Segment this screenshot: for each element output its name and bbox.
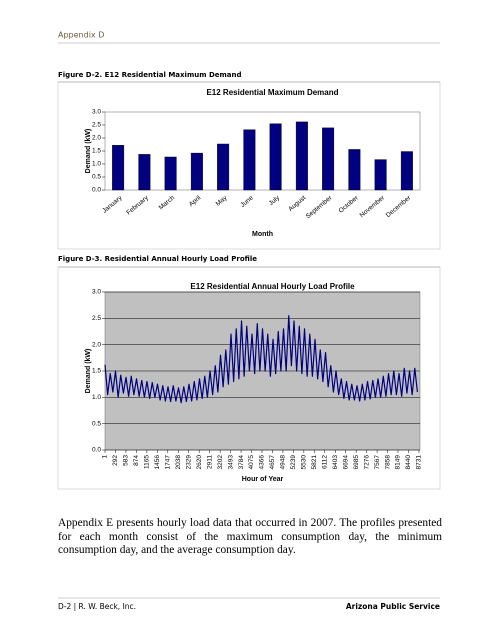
x-tick-label: 6112 <box>321 455 328 469</box>
y-tick-label: 0.0 <box>92 187 101 194</box>
y-axis-label: Demand (kW) <box>85 129 92 174</box>
x-tick-label: 3493 <box>227 455 234 470</box>
x-tick-label: 6694 <box>342 455 349 470</box>
x-tick-label: 8440 <box>405 455 412 470</box>
y-tick-label: 3.0 <box>92 289 101 296</box>
y-tick-label: 1.5 <box>92 368 101 375</box>
x-tick-label: February <box>125 194 150 217</box>
x-tick-label: 5239 <box>290 455 297 470</box>
x-tick-label: 7858 <box>384 455 391 470</box>
x-axis-label: Month <box>252 231 273 238</box>
x-tick-label: 4075 <box>248 455 255 470</box>
y-tick-label: 0.0 <box>92 447 101 454</box>
chart-title: E12 Residential Maximum Demand <box>206 88 338 97</box>
x-tick-label: October <box>338 194 361 215</box>
x-tick-label: 5530 <box>301 455 308 470</box>
x-tick-label: March <box>158 194 177 211</box>
x-tick-label: July <box>268 194 282 207</box>
x-tick-label: 5821 <box>311 455 318 470</box>
figure-caption: Figure D-2. E12 Residential Maximum Dema… <box>58 71 242 79</box>
y-tick-label: 1.0 <box>92 394 101 401</box>
bar <box>322 127 335 191</box>
x-tick-label: May <box>215 194 229 208</box>
bar <box>243 129 256 191</box>
x-tick-label: 8149 <box>395 455 402 470</box>
y-tick-label: 2.0 <box>92 135 101 142</box>
x-tick-label: 3784 <box>238 455 245 470</box>
x-tick-label: 7567 <box>374 455 381 470</box>
x-tick-label: August <box>287 194 307 212</box>
x-tick-label: 4948 <box>280 455 287 470</box>
x-tick-label: 1 <box>102 455 109 459</box>
y-tick-label: 0.5 <box>92 174 101 181</box>
bar <box>348 149 361 191</box>
data-line <box>104 315 419 404</box>
y-axis-label: Demand (kW) <box>85 349 92 394</box>
footer-left: D-2 | R. W. Beck, Inc. <box>58 602 136 611</box>
y-tick-label: 2.5 <box>92 315 101 322</box>
y-tick-label: 2.0 <box>92 341 101 348</box>
bar <box>164 156 177 191</box>
x-tick-label: 292 <box>112 455 119 466</box>
x-axis-label: Hour of Year <box>242 476 284 483</box>
y-tick-label: 0.5 <box>92 420 101 427</box>
x-tick-label: June <box>239 194 255 209</box>
x-tick-label: 1165 <box>144 455 151 469</box>
x-tick-label: April <box>188 194 203 208</box>
bar <box>374 159 387 191</box>
footer-right: Arizona Public Service <box>346 602 440 611</box>
chart-frame <box>57 81 441 250</box>
x-tick-label: November <box>359 194 387 219</box>
x-tick-label: 1456 <box>154 455 161 470</box>
x-tick-label: 6985 <box>353 455 360 470</box>
y-tick-label: 1.0 <box>92 161 101 168</box>
x-tick-label: 6403 <box>332 455 339 470</box>
x-tick-label: January <box>101 194 124 215</box>
x-tick-label: December <box>385 194 413 219</box>
bar <box>269 123 282 191</box>
chart-title: E12 Residential Annual Hourly Load Profi… <box>190 282 355 291</box>
bar <box>138 154 151 191</box>
x-tick-label: 2329 <box>185 455 192 470</box>
running-header: Appendix D <box>58 31 104 40</box>
y-tick-label: 1.5 <box>92 148 101 155</box>
bar <box>112 145 125 191</box>
x-tick-label: September <box>305 194 334 220</box>
x-tick-label: 3202 <box>217 455 224 470</box>
y-tick-label: 2.5 <box>92 122 101 129</box>
plot-area <box>104 111 421 191</box>
x-tick-label: 8731 <box>416 455 423 470</box>
x-tick-label: 4657 <box>269 455 276 470</box>
x-tick-label: 2038 <box>175 455 182 470</box>
y-tick-label: 3.0 <box>92 109 101 116</box>
bar <box>400 151 413 191</box>
x-tick-label: 583 <box>123 455 130 466</box>
bar <box>217 143 230 191</box>
bar <box>295 121 308 191</box>
body-paragraph: Appendix E presents hourly load data tha… <box>58 517 442 556</box>
x-tick-label: 7276 <box>363 455 370 470</box>
figure-caption: Figure D-3. Residential Annual Hourly Lo… <box>58 255 257 263</box>
x-tick-label: 874 <box>133 455 140 466</box>
x-tick-label: 1747 <box>165 455 172 470</box>
chart-frame <box>57 266 441 490</box>
x-tick-label: 2620 <box>196 455 203 470</box>
x-tick-label: 4366 <box>259 455 266 470</box>
x-tick-label: 2911 <box>206 455 213 469</box>
bar <box>190 152 203 191</box>
